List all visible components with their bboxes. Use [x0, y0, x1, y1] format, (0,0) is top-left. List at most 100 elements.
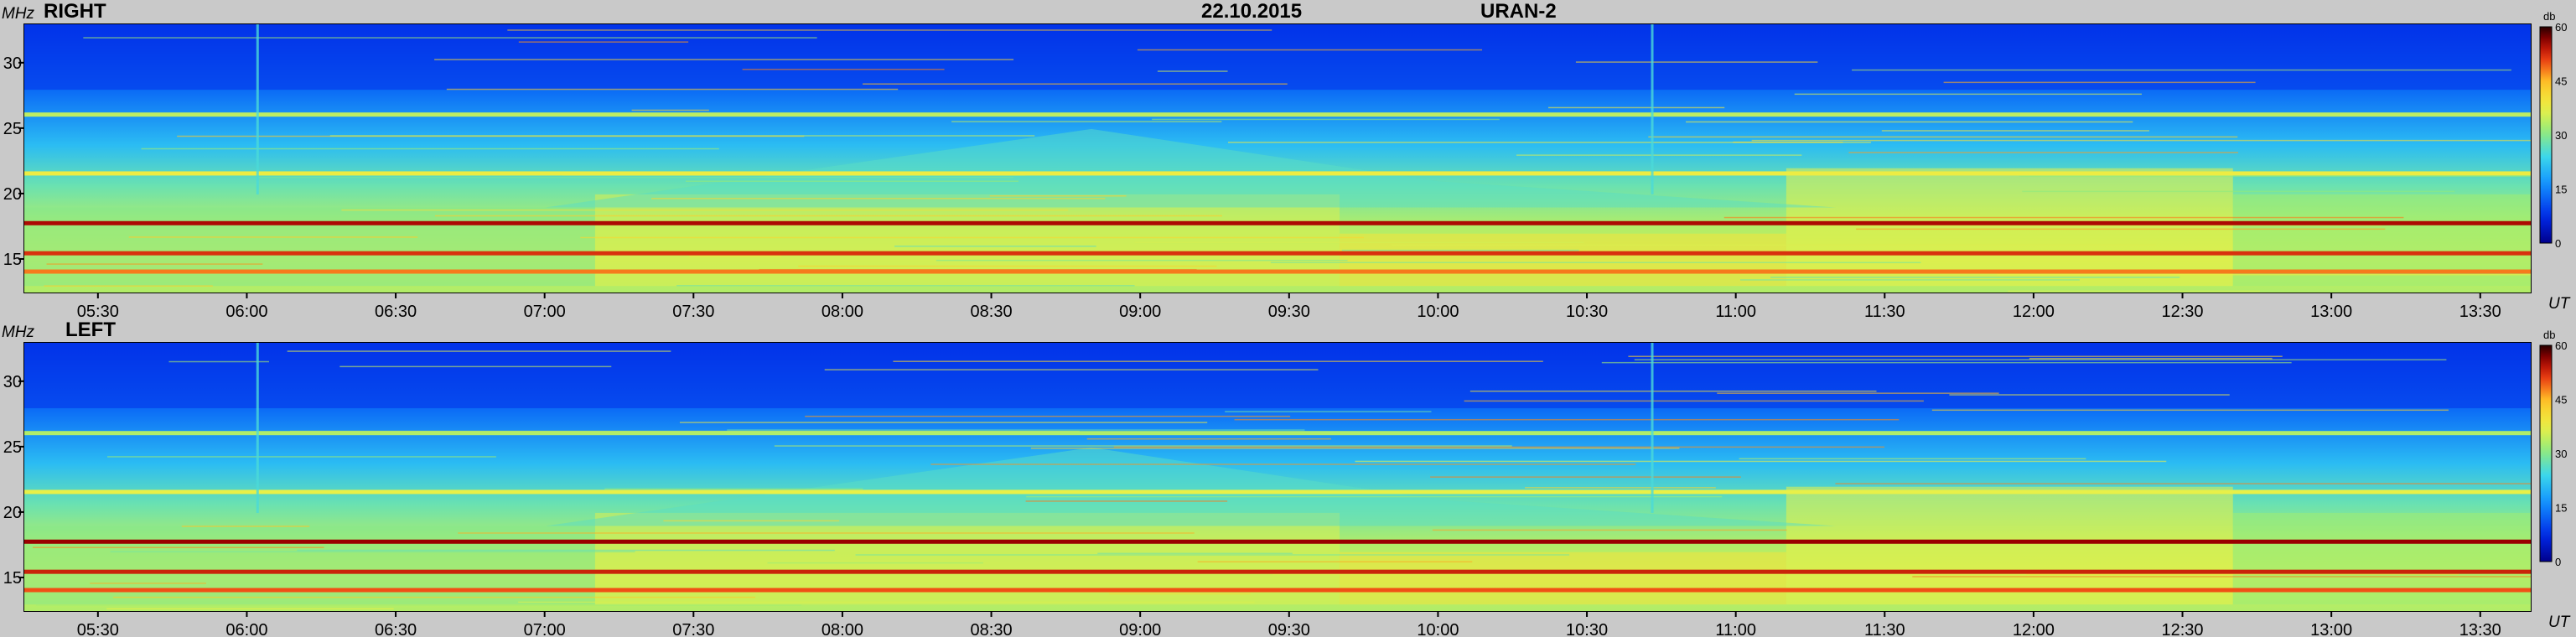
heatmap-noise-line [1717, 392, 1999, 394]
colorbar-tick-label: 45 [2555, 75, 2567, 88]
heatmap-noise-line [287, 350, 671, 352]
colorbar-tick-label: 0 [2555, 556, 2561, 568]
heatmap-region [1340, 233, 1786, 287]
y-tick-label: 25 [3, 438, 22, 457]
heatmap-noise-line [676, 284, 1135, 287]
heatmap-noise-line [1740, 279, 2080, 281]
spectrogram-plot-left [23, 342, 2532, 612]
heatmap-noise-line [1794, 93, 2142, 96]
heatmap-region [1340, 552, 1786, 605]
x-unit-label-right: UT [2548, 295, 2570, 313]
rfi-band [24, 569, 2531, 574]
spectrogram-axes-left: 05:30 06:00 06:30 07:00 07:30 08:00 08:30 09:00… [3, 373, 2501, 637]
heatmap-noise-line [1949, 394, 2230, 396]
heatmap-noise-line [2022, 190, 2455, 193]
rfi-band [24, 489, 2531, 495]
heatmap-noise-line [663, 520, 840, 522]
heatmap-noise-line [446, 88, 899, 91]
heatmap-noise-line [824, 369, 1319, 370]
heatmap-noise-line [1391, 244, 2157, 246]
heatmap-noise-line [83, 37, 817, 39]
x-tick-label: 11:30 [1864, 303, 1905, 318]
heatmap-noise-line [297, 549, 835, 552]
heatmap-noise-line [1030, 448, 1680, 449]
heatmap-noise-line [1197, 561, 1473, 563]
y-tick-label: 30 [3, 373, 22, 391]
y-tick-label: 20 [3, 504, 22, 522]
rfi-band [24, 251, 2531, 256]
vertical-spike [256, 343, 259, 513]
x-tick-label: 12:30 [2162, 621, 2204, 637]
heatmap-noise-line [1225, 411, 1432, 412]
heatmap-noise-line [688, 256, 781, 257]
panel-title-right: RIGHT [44, 0, 106, 23]
heatmap-noise-line [1997, 273, 2531, 276]
heatmap-noise-line [893, 360, 1543, 362]
heatmap-noise-line [181, 526, 310, 527]
x-tick-label: 13:00 [2310, 621, 2352, 637]
x-tick-label: 09:30 [1268, 303, 1310, 318]
heatmap-noise-line [1152, 118, 1500, 121]
x-tick-label: 09:00 [1119, 303, 1161, 318]
x-tick-label: 08:00 [822, 303, 863, 318]
heatmap-noise-line [106, 608, 394, 610]
heatmap-noise-line [727, 429, 1305, 431]
heatmap-noise-line [2019, 175, 2531, 178]
colorbar-gradient [2539, 26, 2553, 244]
heatmap-noise-line [518, 41, 689, 43]
heatmap-noise-line [855, 554, 1570, 556]
heatmap-noise-line [1634, 359, 2447, 360]
colorbar-unit-label: db [2543, 10, 2555, 23]
heatmap-noise-line [458, 532, 1195, 534]
x-tick-label: 10:30 [1566, 621, 1608, 637]
y-tick-label: 15 [3, 251, 22, 269]
heatmap-noise-line [951, 121, 1222, 122]
heatmap-noise-line [1856, 228, 2386, 230]
y-tick-label: 15 [3, 569, 22, 588]
heatmap-noise-line [110, 551, 635, 553]
colorbar-tick-label: 45 [2555, 394, 2567, 407]
heatmap-region [1786, 486, 2233, 605]
y-tick-label: 30 [3, 54, 22, 73]
heatmap-noise-line [1912, 576, 2531, 577]
heatmap-region [24, 526, 595, 605]
heatmap-noise-line [1355, 460, 2167, 463]
x-tick-label: 10:00 [1417, 621, 1459, 637]
heatmap-noise-line [33, 546, 324, 548]
heatmap-noise-line [604, 488, 863, 490]
heatmap-noise-line [1025, 500, 1228, 502]
x-tick-label: 09:30 [1268, 621, 1310, 637]
heatmap-noise-line [1751, 139, 2531, 142]
heatmap-noise-line [106, 456, 496, 458]
heatmap-noise-line [46, 263, 263, 265]
x-tick-label: 07:30 [672, 303, 714, 318]
heatmap-noise-line [90, 583, 206, 584]
x-tick-label: 09:00 [1119, 621, 1161, 637]
heatmap-noise-line [507, 29, 1272, 31]
heatmap-noise-line [44, 285, 213, 287]
x-tick-label: 07:00 [524, 621, 566, 637]
heatmap-noise-line [1686, 121, 2133, 123]
heatmap-noise-line [686, 180, 1019, 182]
heatmap-noise-line [128, 236, 418, 238]
heatmap-noise-line [989, 195, 1127, 197]
heatmap-region [24, 24, 2531, 91]
rfi-band [24, 431, 2531, 436]
heatmap-noise-line [141, 148, 719, 150]
vertical-spike [256, 24, 259, 194]
x-unit-label-left: UT [2548, 614, 2570, 631]
heatmap-noise-line [1525, 487, 1716, 489]
heatmap-noise-line [1516, 154, 1802, 156]
heatmap-noise-line [1137, 49, 1483, 51]
heatmap-noise-line [1157, 70, 1228, 72]
heatmap-noise-line [742, 69, 945, 70]
heatmap-noise-line [434, 59, 1014, 60]
heatmap-noise-line [679, 422, 1208, 423]
heatmap-noise-line [113, 596, 756, 598]
heatmap-noise-line [1097, 552, 1293, 555]
heatmap-noise-line [2029, 357, 2273, 360]
x-tick-label: 13:00 [2310, 303, 2352, 318]
heatmap-noise-line [2026, 573, 2459, 575]
x-tick-label: 12:00 [2013, 303, 2055, 318]
spectrogram-axes-right: 05:30 06:00 06:30 07:00 07:30 08:00 08:30 09:00… [3, 54, 2501, 318]
